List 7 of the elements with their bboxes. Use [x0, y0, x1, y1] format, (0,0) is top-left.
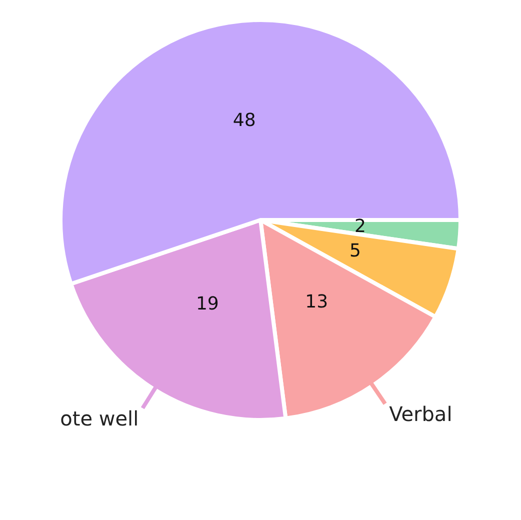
- slice-label: ote well: [60, 406, 139, 430]
- data-label: 19: [196, 293, 219, 314]
- data-label: 2: [354, 216, 366, 237]
- data-label: 13: [305, 291, 328, 312]
- data-label: 5: [350, 240, 361, 262]
- slice-label: Verbal: [389, 402, 452, 426]
- data-label: 48: [232, 110, 256, 131]
